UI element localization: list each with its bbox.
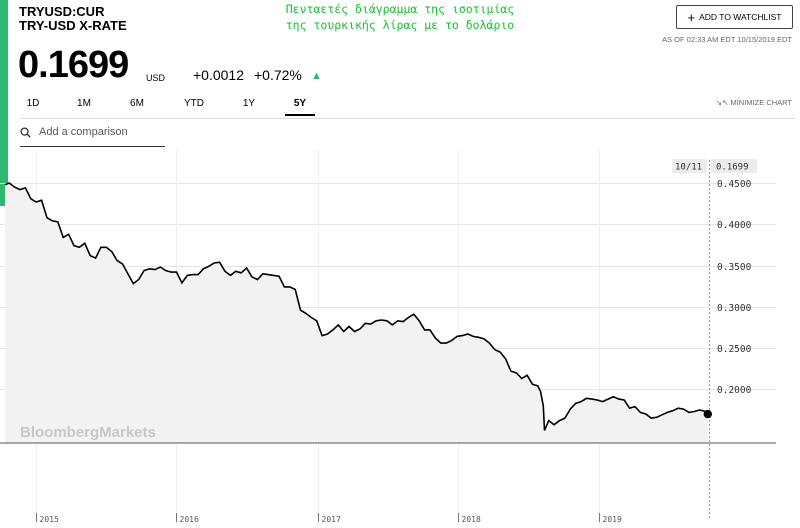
crosshair-value-label: 0.1699	[716, 163, 749, 173]
instrument-name: TRY-USD X-RATE	[19, 18, 127, 33]
add-to-watchlist-button[interactable]: + ADD TO WATCHLIST	[676, 5, 793, 29]
current-price: 0.1699	[18, 44, 129, 86]
crosshair-date-box	[672, 159, 707, 173]
price-change-percent: +0.72%	[254, 67, 302, 83]
accent-bar	[0, 0, 8, 206]
y-tick-label: 0.3000	[717, 303, 752, 314]
search-icon	[20, 126, 31, 138]
x-tick-label: 2017	[322, 515, 341, 524]
chart-area-fill	[5, 183, 708, 443]
minimize-chart-label: MINIMIZE CHART	[730, 98, 792, 107]
x-tick-label: 2016	[180, 515, 199, 524]
collapse-icon: ↘↖	[715, 98, 729, 107]
x-tick-label: 2019	[603, 515, 622, 524]
last-price-marker	[703, 409, 712, 419]
x-tick-label: 2015	[40, 515, 59, 524]
tab-range-ytd[interactable]: YTD	[184, 98, 204, 109]
minimize-chart-button[interactable]: ↘↖ MINIMIZE CHART	[716, 98, 792, 107]
caption-overlay: Πενταετές διάγραμμα της ισοτιμίας της το…	[230, 2, 570, 33]
y-axis: 0.4500 0.4000 0.3500 0.3000 0.2500 0.2000	[717, 179, 752, 396]
tab-range-1m[interactable]: 1M	[77, 98, 91, 109]
y-tick-label: 0.2500	[717, 344, 752, 355]
watermark-logo: BloombergMarkets	[20, 424, 156, 441]
crosshair-value-box	[711, 159, 757, 173]
tab-range-1y[interactable]: 1Y	[242, 98, 256, 109]
caption-line-2: της τουρκικής λίρας με το δολάριο	[285, 17, 515, 32]
tab-range-1d[interactable]: 1D	[26, 98, 40, 109]
price-unit: USD	[146, 73, 166, 83]
y-tick-label: 0.4500	[717, 179, 752, 190]
divider	[20, 118, 795, 119]
y-tick-label: 0.4000	[717, 220, 752, 231]
up-arrow-icon: ▲	[311, 70, 322, 82]
crosshair-date-label: 10/11	[675, 163, 702, 173]
ticker-symbol: TRYUSD:CUR	[19, 4, 105, 19]
y-tick-label: 0.3500	[717, 262, 752, 273]
x-axis: 2015 2016 2017 2018 2019	[36, 513, 622, 524]
x-tick-label: 2018	[462, 515, 481, 524]
as-of-timestamp: AS OF 02:33 AM EDT 10/15/2019 EDT	[662, 35, 792, 44]
add-to-watchlist-label: ADD TO WATCHLIST	[699, 12, 782, 22]
comparison-search-input[interactable]: Add a comparison	[20, 118, 165, 147]
comparison-placeholder: Add a comparison	[39, 126, 128, 138]
price-change-absolute: +0.0012	[193, 67, 244, 83]
y-tick-label: 0.2000	[717, 385, 752, 396]
tab-range-6m[interactable]: 6M	[130, 98, 144, 109]
plus-icon: +	[687, 9, 696, 25]
price-line	[4, 182, 709, 431]
tab-range-5y[interactable]: 5Y	[285, 96, 315, 116]
caption-line-1: Πενταετές διάγραμμα της ισοτιμίας	[285, 2, 515, 16]
